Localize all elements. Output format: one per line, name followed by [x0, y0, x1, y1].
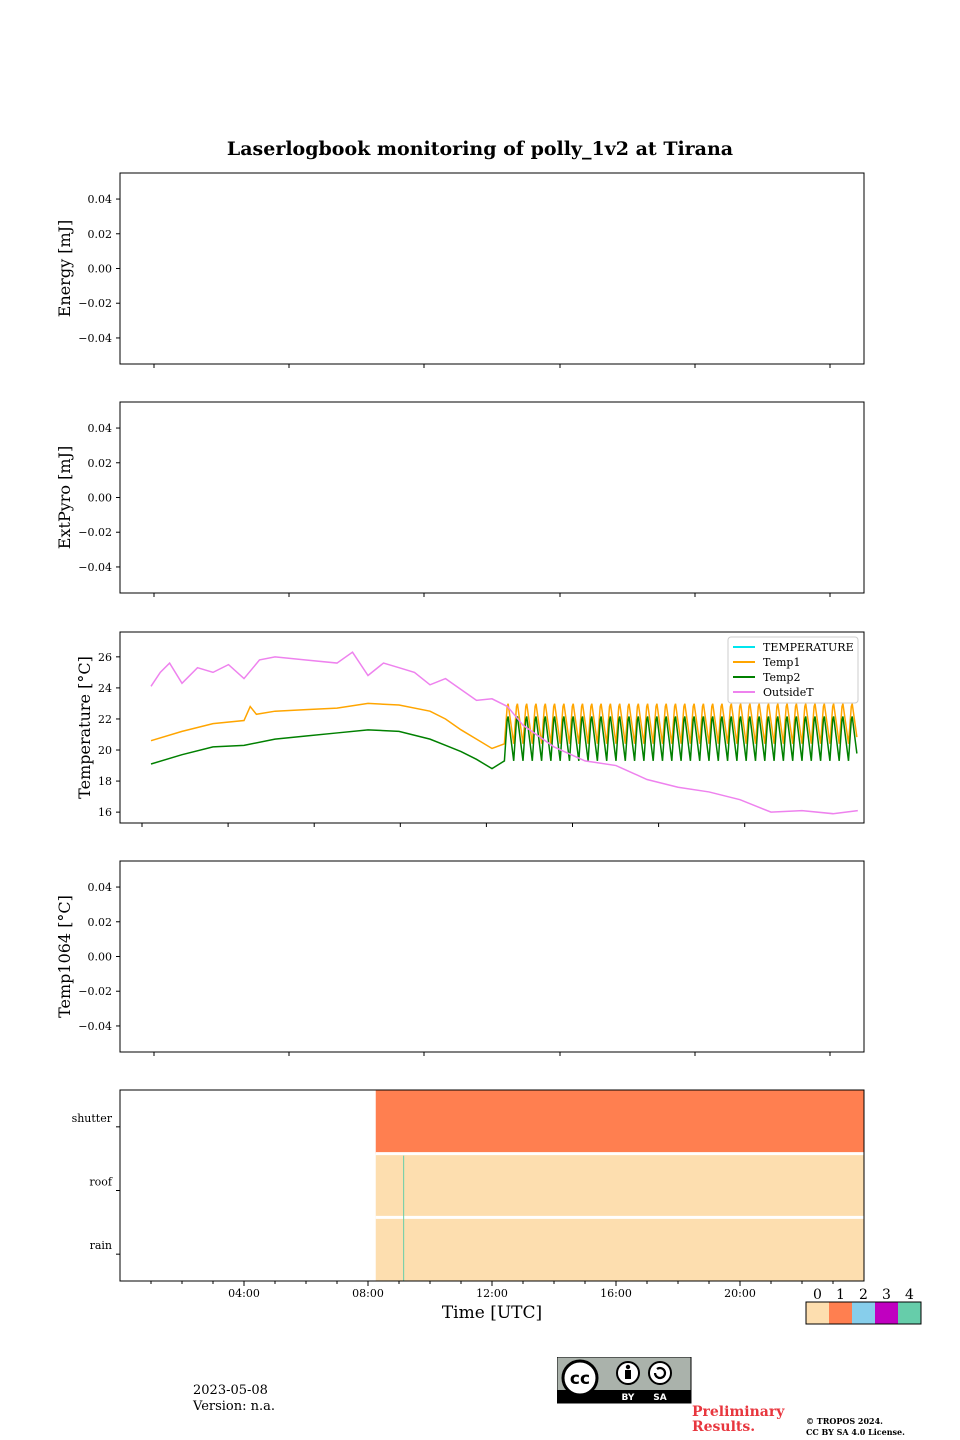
y-tick-label: −0.04 [78, 1020, 112, 1033]
y-axis-label: Temp1064 [°C] [55, 895, 74, 1018]
axes-frame [119, 631, 865, 824]
panel-2: 0.04 0.02 0.00 −0.02 −0.04 ExtPyro [mJ] [55, 401, 865, 597]
x-tick-label: 20:00 [724, 1287, 756, 1300]
panel-4: 0.04 0.02 0.00 −0.02 −0.04 Temp1064 [°C] [55, 860, 865, 1056]
colorbar-frame [805, 1301, 922, 1325]
y-tick-label: 0.00 [88, 951, 113, 964]
cc-license-icon: cc BY SA [556, 1356, 692, 1404]
legend-label: OutsideT [763, 686, 814, 699]
series-line-temp2 [150, 716, 858, 770]
cc-by-sa-badge: cc BY SA [556, 1356, 692, 1408]
preliminary-line1: Preliminary [692, 1404, 785, 1420]
y-tick-label: 0.02 [88, 457, 113, 470]
series-line-temp1 [150, 702, 858, 750]
figure-date: 2023-05-08 [193, 1383, 268, 1398]
copyright-line1: © TROPOS 2024. [806, 1416, 883, 1426]
figure-version: Version: n.a. [193, 1399, 276, 1414]
figure-meta: 2023-05-08 Version: n.a. [193, 1383, 275, 1415]
y-tick-label: 26 [98, 651, 112, 664]
series-line-outsidet [150, 651, 858, 815]
y-tick-label: 20 [98, 744, 112, 757]
cc-badge-by: BY [622, 1393, 635, 1403]
x-tick-label: 04:00 [228, 1287, 260, 1300]
y-tick-label: −0.02 [78, 985, 112, 998]
colorbar-cell-4 [898, 1302, 921, 1324]
colorbar-label-0: 0 [813, 1287, 822, 1303]
x-tick-label: 12:00 [476, 1287, 508, 1300]
y-tick-label: −0.04 [78, 561, 112, 574]
y-tick-label: 22 [98, 713, 112, 726]
y-tick-label: 0.04 [88, 193, 113, 206]
colorbar-label-4: 4 [905, 1287, 914, 1303]
panel-1: 0.04 0.02 0.00 −0.02 −0.04 Energy [mJ] [55, 172, 865, 368]
colorbar-cell-1 [829, 1302, 852, 1324]
preliminary-notice: Preliminary Results. [692, 1405, 784, 1435]
status-segment-roof [375, 1153, 864, 1218]
y-tick-label: 24 [98, 682, 112, 695]
y-tick-label: −0.04 [78, 332, 112, 345]
panel-5: shutter roof rain 04:00 08:00 12:00 16:00 20:00… [72, 1089, 922, 1325]
colorbar-cell-2 [852, 1302, 875, 1324]
row-label-roof: roof [89, 1176, 113, 1189]
legend-label: Temp1 [763, 656, 800, 669]
y-tick-label: 0.04 [88, 881, 113, 894]
x-tick-label: 08:00 [352, 1287, 384, 1300]
colorbar-label-3: 3 [882, 1287, 891, 1303]
y-tick-label: 16 [98, 806, 112, 819]
y-tick-label: 18 [98, 775, 112, 788]
legend-box [727, 636, 859, 704]
y-tick-label: 0.04 [88, 422, 113, 435]
y-axis-label: Energy [mJ] [55, 220, 74, 318]
colorbar-cell-0 [806, 1302, 829, 1324]
axes-frame [119, 401, 865, 594]
x-axis-label: Time [UTC] [442, 1303, 542, 1323]
cc-badge-cc: cc [570, 1369, 590, 1389]
y-tick-label: 0.02 [88, 916, 113, 929]
row-label-shutter: shutter [72, 1112, 113, 1125]
y-tick-label: −0.02 [78, 297, 112, 310]
y-tick-label: 0.02 [88, 228, 113, 241]
legend-label: Temp2 [763, 671, 800, 684]
panel-3: 16 18 20 22 24 26 Temperature [°C] TEMPERATURE T… [75, 631, 865, 827]
copyright-line2: CC BY SA 4.0 License. [806, 1427, 905, 1437]
copyright-notice: © TROPOS 2024. CC BY SA 4.0 License. [806, 1416, 905, 1438]
y-axis-label: Temperature [°C] [75, 656, 94, 799]
row-label-rain: rain [90, 1239, 112, 1252]
colorbar-label-1: 1 [836, 1287, 845, 1303]
colorbar-cell-3 [875, 1302, 898, 1324]
y-axis-label: ExtPyro [mJ] [55, 446, 74, 549]
axes-frame [119, 172, 865, 365]
preliminary-line2: Results. [692, 1419, 756, 1435]
colorbar-label-2: 2 [859, 1287, 868, 1303]
x-tick-label: 16:00 [600, 1287, 632, 1300]
y-tick-label: 0.00 [88, 263, 113, 276]
figure-title: Laserlogbook monitoring of polly_1v2 at … [226, 138, 734, 160]
legend-label: TEMPERATURE [763, 641, 854, 654]
status-segment-shutter [375, 1090, 864, 1154]
status-segment-rain [375, 1217, 864, 1281]
y-tick-label: 0.00 [88, 492, 113, 505]
y-tick-label: −0.02 [78, 526, 112, 539]
axes-frame [119, 860, 865, 1053]
cc-badge-sa: SA [653, 1393, 666, 1403]
axes-frame [119, 1089, 865, 1282]
